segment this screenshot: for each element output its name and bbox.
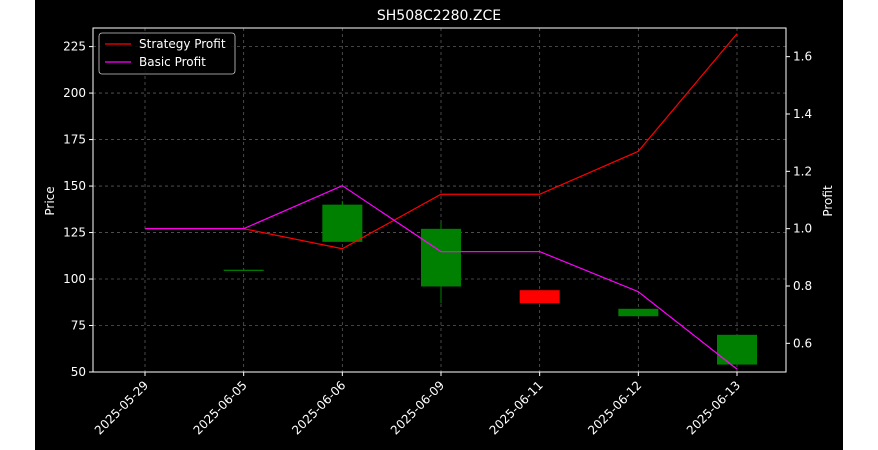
y-axis-label-right: Profit bbox=[821, 185, 835, 217]
y-axis-label-left: Price bbox=[43, 186, 57, 215]
candle-body bbox=[421, 228, 461, 287]
y-tick-label-left: 200 bbox=[63, 86, 86, 100]
chart-title: SH508C2280.ZCE bbox=[377, 8, 501, 24]
legend-box bbox=[98, 32, 236, 75]
candle-body bbox=[223, 269, 264, 271]
plot-background bbox=[93, 28, 786, 372]
y-tick-label-left: 150 bbox=[63, 179, 86, 193]
plot-frame bbox=[92, 27, 787, 373]
profit-lines bbox=[145, 33, 738, 370]
candle-body bbox=[519, 290, 560, 304]
candles bbox=[223, 200, 757, 365]
y-tick-label-right: 1.0 bbox=[793, 222, 812, 236]
basic-profit-line bbox=[145, 184, 738, 370]
y-tick-label-left: 75 bbox=[71, 319, 86, 333]
legend-label: Strategy Profit bbox=[139, 37, 226, 51]
y-tick-label-left: 175 bbox=[63, 133, 86, 147]
y-tick-label-left: 100 bbox=[63, 272, 86, 286]
y-tick-label-right: 1.6 bbox=[793, 50, 812, 64]
y-tick-label-right: 0.8 bbox=[793, 279, 812, 293]
y-tick-label-left: 50 bbox=[71, 365, 86, 379]
left-axis: 50 75 100 125 150 175 200 225 bbox=[63, 40, 93, 379]
y-tick-label-right: 1.2 bbox=[793, 164, 812, 178]
candle-body bbox=[322, 204, 363, 242]
y-tick-label-left: 125 bbox=[63, 226, 86, 240]
candle-body bbox=[618, 308, 659, 317]
right-axis: 0.6 0.8 1.0 1.2 1.4 1.6 bbox=[786, 50, 812, 350]
y-tick-label-right: 0.6 bbox=[793, 336, 812, 350]
y-tick-label-right: 1.4 bbox=[793, 107, 812, 121]
candle-body bbox=[717, 334, 757, 365]
y-tick-label-left: 225 bbox=[63, 40, 86, 54]
legend: Strategy Profit Basic Profit bbox=[98, 32, 236, 75]
legend-label: Basic Profit bbox=[139, 55, 206, 69]
